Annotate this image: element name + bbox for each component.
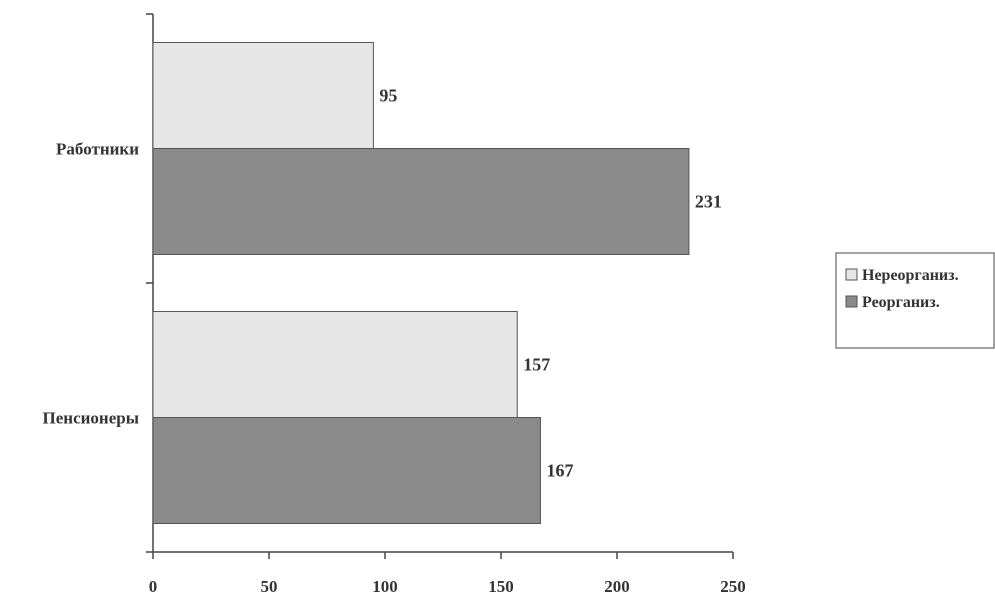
axes: 0 50 100 150 200 250 <box>146 13 746 596</box>
legend-swatch <box>845 268 858 281</box>
x-tick-label: 150 <box>488 577 514 596</box>
labels: 95 231 Работники 157 167 Пенсионеры <box>43 86 722 481</box>
legend-label: Реорганиз. <box>862 294 940 311</box>
bar <box>152 311 518 418</box>
legend-label: Нереорганиз. <box>862 267 959 284</box>
x-tick-label: 200 <box>604 577 630 596</box>
data-label: 231 <box>695 192 722 212</box>
legend-swatch <box>845 295 858 308</box>
data-label: 167 <box>546 461 573 481</box>
bars <box>152 42 690 524</box>
data-label: 157 <box>523 355 550 375</box>
data-label: 95 <box>379 86 397 106</box>
legend: Нереорганиз. Реорганиз. <box>835 252 995 349</box>
category-label: Работники <box>56 140 139 159</box>
bar <box>152 42 374 149</box>
bar <box>152 417 541 524</box>
legend-box <box>835 252 995 349</box>
x-tick-label: 250 <box>720 577 746 596</box>
bar <box>152 148 690 255</box>
category-label: Пенсионеры <box>43 409 139 428</box>
x-tick-label: 50 <box>261 577 278 596</box>
x-tick-label: 0 <box>149 577 158 596</box>
x-tick-label: 100 <box>372 577 398 596</box>
